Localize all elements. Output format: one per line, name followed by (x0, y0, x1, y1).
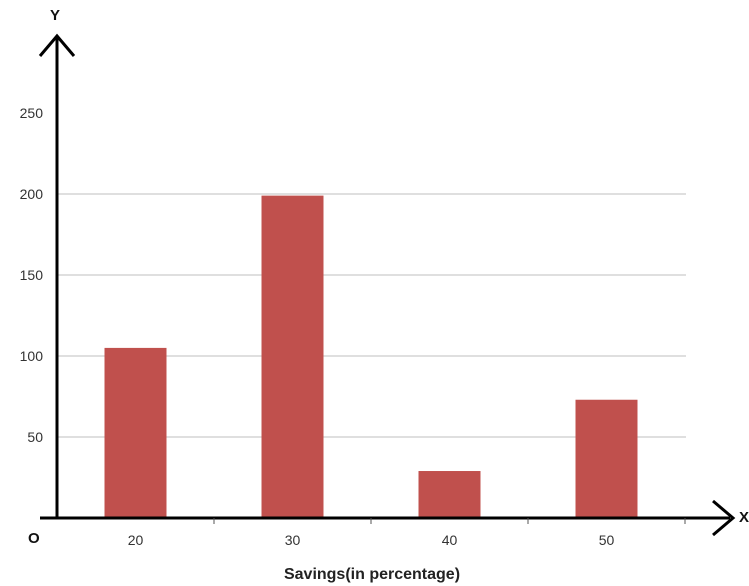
origin-letter: O (28, 530, 40, 547)
x-axis-letter: X (739, 509, 749, 526)
y-tick-label-200: 200 (20, 186, 44, 202)
bar-40 (418, 471, 481, 518)
bar-30 (261, 195, 324, 518)
bar-20 (104, 347, 167, 518)
bars (104, 195, 638, 518)
x-axis-arrowhead (712, 499, 736, 537)
y-tick-label-150: 150 (20, 267, 44, 283)
y-tick-labels: 50 100 150 200 250 (20, 105, 44, 445)
y-tick-label-100: 100 (20, 348, 44, 364)
y-axis-arrowhead (38, 33, 76, 57)
y-tick-label-250: 250 (20, 105, 44, 121)
x-tick-label-40: 40 (442, 532, 458, 548)
x-tick-label-30: 30 (285, 532, 301, 548)
y-tick-label-50: 50 (27, 429, 43, 445)
axes: Y X O (28, 7, 749, 547)
y-axis-letter: Y (50, 7, 60, 24)
bar-50 (575, 399, 638, 518)
x-tick-label-50: 50 (599, 532, 615, 548)
x-tick-label-20: 20 (128, 532, 144, 548)
x-axis-label: Savings(in percentage) (284, 566, 460, 583)
x-tick-labels: 20 30 40 50 (128, 518, 686, 548)
